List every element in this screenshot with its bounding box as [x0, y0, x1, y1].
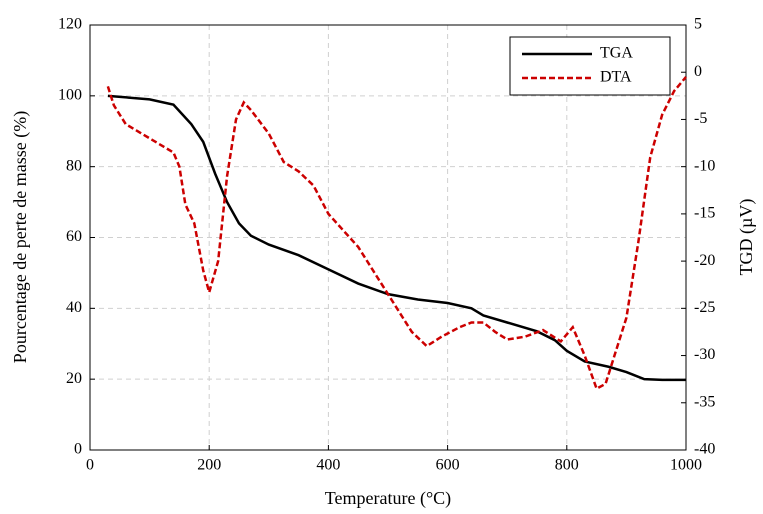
- y2-tick-label: -20: [694, 252, 715, 269]
- y-tick-label: 0: [74, 441, 82, 458]
- legend-label: TGA: [600, 45, 633, 62]
- y2-tick-label: -15: [694, 205, 715, 222]
- y-tick-label: 80: [66, 157, 82, 174]
- series-line: [106, 76, 687, 391]
- x-tick-label: 800: [555, 457, 579, 474]
- plot-frame: [89, 24, 687, 451]
- x-tick-label: 400: [316, 457, 340, 474]
- legend-box: [509, 36, 671, 96]
- x-axis-title: Temperature (°C): [325, 488, 451, 509]
- y2-tick-label: -10: [694, 157, 715, 174]
- y-tick-label: 20: [66, 370, 82, 387]
- x-tick-label: 1000: [670, 457, 702, 474]
- y-tick-label: 100: [58, 87, 82, 104]
- y-axis-title: Pourcentage de perte de masse (%): [10, 111, 31, 363]
- x-tick-label: 600: [436, 457, 460, 474]
- x-tick-label: 200: [197, 457, 221, 474]
- y-tick-label: 120: [58, 16, 82, 33]
- y2-tick-label: -40: [694, 441, 715, 458]
- y-tick-label: 40: [66, 299, 82, 316]
- series-line: [107, 94, 686, 382]
- y-tick-label: 60: [66, 228, 82, 245]
- x-tick-label: 0: [86, 457, 94, 474]
- y2-tick-label: -25: [694, 299, 715, 316]
- y2-tick-label: 5: [694, 16, 702, 33]
- y2-axis-title: TGD (µV): [736, 199, 757, 276]
- y2-tick-label: -35: [694, 393, 715, 410]
- y2-tick-label: 0: [694, 63, 702, 80]
- legend-label: DTA: [600, 69, 632, 86]
- y2-tick-label: -30: [694, 346, 715, 363]
- y2-tick-label: -5: [694, 110, 707, 127]
